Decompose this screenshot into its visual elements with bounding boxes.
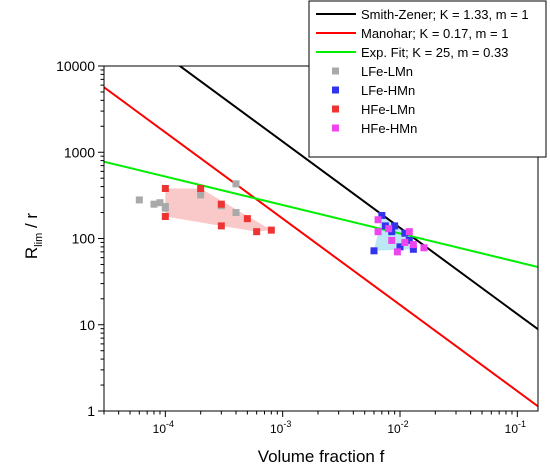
point-lfe-lmn	[161, 204, 169, 212]
line-manohar	[104, 86, 538, 408]
point-hfe-hmn	[420, 244, 428, 252]
point-hfe-lmn	[217, 200, 225, 208]
legend-label: Manohar; K = 0.17, m = 1	[361, 26, 508, 41]
point-hfe-hmn	[374, 216, 382, 224]
x-tick-label: 10-4	[153, 419, 174, 436]
point-lfe-hmn	[391, 222, 399, 230]
point-lfe-lmn	[150, 200, 158, 208]
point-lfe-hmn	[409, 245, 417, 253]
y-axis-label: Rlim / r	[22, 213, 45, 260]
point-lfe-lmn	[232, 209, 240, 217]
x-tick-label: 10-2	[387, 419, 408, 436]
line-smith-zener	[178, 66, 538, 331]
point-hfe-lmn	[267, 226, 275, 234]
y-tick-label: 100	[72, 231, 96, 247]
legend-label: LFe-HMn	[361, 83, 415, 98]
y-tick-label: 10000	[56, 58, 95, 74]
legend-label: LFe-LMn	[361, 64, 413, 79]
point-lfe-hmn	[370, 247, 378, 255]
y-axis: 1 10 100 1000 10000	[56, 58, 104, 419]
x-axis-label: Volume fraction f	[258, 447, 385, 466]
model-lines	[104, 66, 538, 408]
point-lfe-hmn	[378, 211, 386, 219]
point-hfe-hmn	[374, 228, 382, 236]
point-lfe-hmn	[405, 236, 413, 244]
line-exp-fit	[104, 160, 538, 268]
legend-label: Exp. Fit; K = 25, m = 0.33	[361, 45, 508, 60]
point-hfe-lmn	[197, 184, 205, 192]
legend: Smith-Zener; K = 1.33, m = 1 Manohar; K =…	[308, 0, 547, 158]
point-lfe-hmn	[396, 243, 404, 251]
point-hfe-lmn	[253, 228, 261, 236]
point-lfe-hmn	[401, 229, 409, 237]
x-tick-label: 10-3	[270, 419, 291, 436]
point-hfe-lmn	[161, 212, 169, 220]
point-hfe-hmn	[385, 225, 393, 233]
legend-label: Smith-Zener; K = 1.33, m = 1	[361, 7, 529, 22]
legend-label: HFe-HMn	[361, 121, 417, 136]
point-lfe-lmn	[197, 191, 205, 199]
point-hfe-lmn	[243, 215, 251, 223]
point-hfe-hmn	[393, 248, 401, 256]
y-tick-label: 10	[79, 317, 95, 333]
x-tick-label: 10-1	[505, 419, 526, 436]
x-axis: 10-4 10-3 10-2 10-1	[103, 411, 526, 436]
point-lfe-lmn	[135, 196, 143, 204]
legend-marker	[332, 86, 339, 94]
point-hfe-lmn	[161, 184, 169, 192]
point-hfe-hmn	[388, 236, 396, 244]
y-tick-label: 1000	[64, 144, 95, 160]
point-hfe-hmn	[405, 228, 413, 236]
point-lfe-lmn	[232, 180, 240, 188]
y-tick-label: 1	[87, 403, 95, 419]
legend-label: HFe-LMn	[361, 102, 415, 117]
legend-marker	[332, 124, 339, 132]
point-hfe-hmn	[401, 238, 409, 246]
legend-box	[308, 0, 547, 158]
legend-marker	[332, 67, 339, 75]
point-hfe-lmn	[217, 222, 225, 230]
legend-marker	[332, 105, 339, 113]
point-lfe-lmn	[156, 199, 164, 207]
data-points	[135, 180, 428, 256]
point-hfe-hmn	[409, 241, 417, 249]
